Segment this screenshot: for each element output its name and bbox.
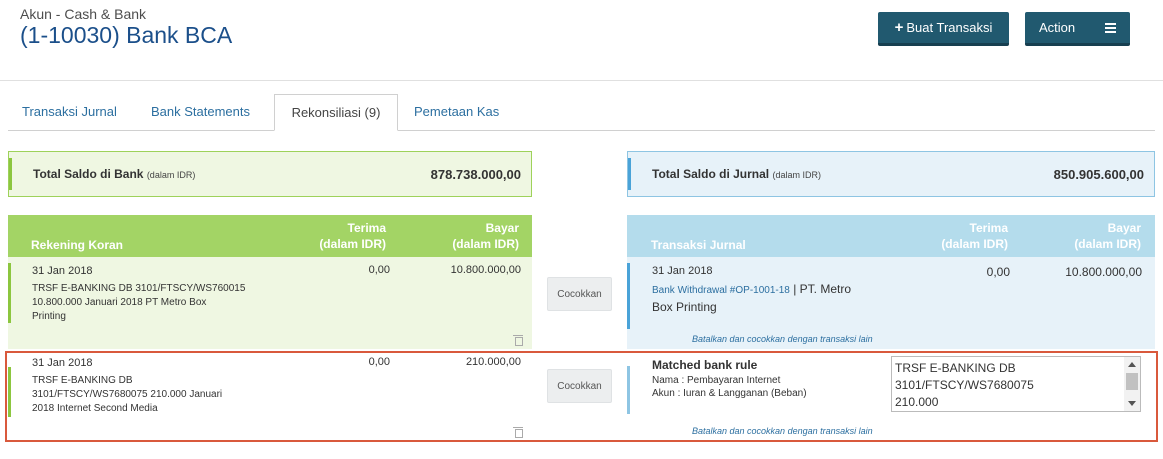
bank-statement-title: Rekening Koran [31,238,124,252]
matched-rule-details: Nama : Pembayaran Internet Akun : Iuran … [652,374,807,400]
tab-transaksi-jurnal[interactable]: Transaksi Jurnal [22,104,117,119]
bank-row-date: 31 Jan 2018 [32,265,93,277]
journal-pay-header-unit: (dalam IDR) [1074,237,1141,251]
match-button[interactable]: Cocokkan [547,369,612,403]
bank-row-description: TRSF E-BANKING DB 3101/FTSCY/WS760015 10… [32,282,245,324]
memo-line: TRSF E-BANKING DB [895,361,1016,375]
bank-row-date: 31 Jan 2018 [32,357,93,369]
bank-row-description-line: TRSF E-BANKING DB [32,375,133,386]
journal-balance-accent [628,158,631,190]
journal-row-description: Bank Withdrawal #OP-1001-18 | PT. Metro … [652,281,902,316]
journal-row-pay: 10.800.000,00 [1065,265,1142,279]
trash-icon[interactable] [513,335,523,346]
scroll-down-icon[interactable] [1128,401,1136,406]
journal-balance-unit: (dalam IDR) [772,170,821,180]
journal-receive-header-unit: (dalam IDR) [941,237,1008,251]
tab-bank-statements[interactable]: Bank Statements [151,104,250,119]
tab-pemetaan-kas[interactable]: Pemetaan Kas [414,104,500,119]
bank-row-description-line: 3101/FTSCY/WS7680075 210.000 Januari [32,389,223,400]
bank-row-receive: 0,00 [368,264,390,276]
cancel-match-link[interactable]: Batalkan dan cocokkan dengan transaksi l… [692,334,873,344]
bank-pay-header-label: Bayar [485,221,519,235]
bank-pay-header-unit: (dalam IDR) [452,237,519,251]
match-button[interactable]: Cocokkan [547,277,612,311]
journal-row-receive: 0,00 [986,265,1010,279]
journal-table-title: Transaksi Jurnal [651,238,746,252]
menu-icon [1105,22,1116,33]
create-transaction-button[interactable]: + Buat Transaksi [878,12,1009,46]
memo-line: 3101/FTSCY/WS7680075 [895,378,1034,392]
bank-row-receive: 0,00 [368,356,390,368]
create-transaction-label: Buat Transaksi [906,20,993,35]
row-accent [627,263,630,329]
bank-receive-header-label: Terima [347,221,386,235]
matched-rule-title: Matched bank rule [652,358,758,372]
journal-balance-box: Total Saldo di Jurnal (dalam IDR) 850.90… [627,151,1155,197]
bank-balance-box: Total Saldo di Bank (dalam IDR) 878.738.… [8,151,532,197]
journal-balance-label: Total Saldo di Jurnal (dalam IDR) [652,167,821,181]
bank-statement-row [8,257,532,349]
journal-party-line: PT. Metro [799,282,852,296]
tab-rekonsiliasi[interactable]: Rekonsiliasi (9) [274,94,398,131]
row-accent [8,263,11,323]
bank-balance-value: 878.738.000,00 [430,166,521,182]
journal-receive-header: Terima (dalam IDR) [941,220,1008,252]
bank-row-description-line: Printing [32,311,66,322]
journal-table-header: Transaksi Jurnal Terima (dalam IDR) Baya… [627,215,1155,257]
journal-pay-header: Bayar (dalam IDR) [1074,220,1141,252]
page-title: (1-10030) Bank BCA [20,22,233,48]
journal-receive-header-label: Terima [969,221,1008,235]
tab-rekonsiliasi-label: Rekonsiliasi (9) [291,105,381,120]
breadcrumb: Akun - Cash & Bank [20,6,147,22]
bank-balance-unit: (dalam IDR) [146,170,196,180]
highlighted-row-outline [5,351,1158,442]
bank-row-description-line: TRSF E-BANKING DB 3101/FTSCY/WS760015 [32,283,246,294]
memo-scrollbar[interactable] [1124,357,1140,411]
bank-balance-accent [9,158,12,190]
journal-row-date: 31 Jan 2018 [652,265,713,277]
memo-textarea[interactable]: TRSF E-BANKING DB 3101/FTSCY/WS7680075 2… [891,356,1141,412]
memo-line: 210.000 [895,395,939,409]
bank-row-pay: 10.800.000,00 [450,264,521,276]
bank-row-description-line: 10.800.000 Januari 2018 PT Metro Box [32,297,207,308]
row-accent [8,367,11,417]
journal-pay-header-label: Bayar [1107,221,1141,235]
row-accent [627,366,630,414]
bank-row-pay: 210.000,00 [465,356,521,368]
cancel-match-link[interactable]: Batalkan dan cocokkan dengan transaksi l… [692,426,873,436]
trash-icon[interactable] [513,427,523,438]
matched-rule-account: Akun : Iuran & Langganan (Beban) [652,388,807,399]
journal-party-line: Box Printing [652,300,717,314]
journal-balance-title: Total Saldo di Jurnal [652,167,770,181]
bank-receive-header-unit: (dalam IDR) [319,237,386,251]
scroll-thumb[interactable] [1126,373,1138,390]
bank-row-description-line: 2018 Internet Second Media [32,403,158,414]
journal-balance-value: 850.905.600,00 [1053,166,1144,182]
action-label: Action [1039,20,1076,35]
journal-separator: | [789,282,800,296]
bank-balance-label: Total Saldo di Bank (dalam IDR) [33,167,195,181]
scroll-up-icon[interactable] [1128,362,1136,367]
matched-rule-name: Nama : Pembayaran Internet [652,375,781,386]
bank-statement-table-header: Rekening Koran Terima (dalam IDR) Bayar … [8,215,532,257]
journal-row [627,257,1155,349]
header-divider [0,80,1163,81]
tabs-divider [8,130,1155,131]
journal-transaction-link[interactable]: Bank Withdrawal #OP-1001-18 [652,285,790,296]
bank-balance-title: Total Saldo di Bank [33,167,144,181]
plus-icon: + [894,19,904,36]
action-menu-button[interactable]: Action [1025,12,1130,46]
bank-row-description: TRSF E-BANKING DB 3101/FTSCY/WS7680075 2… [32,374,222,416]
bank-receive-header: Terima (dalam IDR) [319,220,386,252]
bank-pay-header: Bayar (dalam IDR) [452,220,519,252]
